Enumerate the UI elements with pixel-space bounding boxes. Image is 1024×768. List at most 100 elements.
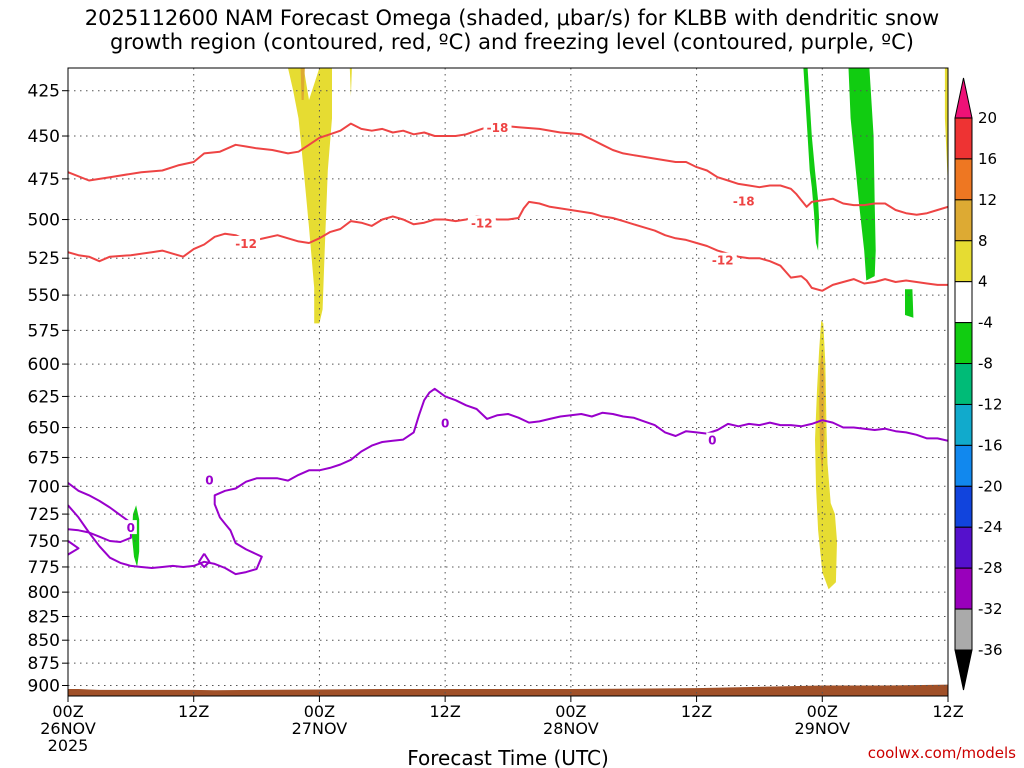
ytick-label-550: 550	[28, 286, 60, 306]
ytick-label-675: 675	[28, 448, 60, 468]
omega-region-downward-omega-streak-3	[905, 289, 914, 318]
contour-freezing-level-low-segment	[68, 540, 80, 556]
omega-shading	[131, 68, 948, 590]
ytick-label-750: 750	[28, 532, 60, 552]
colorbar-bin-11	[954, 526, 973, 569]
colorbar-bin-3	[954, 199, 973, 242]
contour-label-minus-18-isotherm-1: -18	[733, 194, 755, 208]
omega-region-upward-omega-small-spot	[349, 68, 352, 97]
contour-label-bg-freezing-level-main-1	[439, 415, 452, 430]
omega-region-upward-omega-day1-core	[300, 68, 305, 100]
contour-label-minus-12-isotherm-1: -12	[471, 217, 493, 231]
xtick-label-0-2: 26NOV	[40, 719, 96, 738]
ytick-label-425: 425	[28, 82, 60, 102]
ytick-label-800: 800	[28, 583, 60, 603]
omega-region-upward-omega-day3	[815, 320, 837, 590]
colorbar-bin-9	[954, 444, 973, 487]
contour-label-freezing-level-main-1: 0	[441, 417, 449, 431]
ytick-label-575: 575	[28, 321, 60, 341]
contour-label-freezing-level-main-2: 0	[708, 434, 716, 448]
omega-region-downward-omega-left	[131, 505, 140, 567]
colorbar-bin-2	[954, 158, 973, 201]
ytick-label-500: 500	[28, 211, 60, 231]
colorbar-bottom-triangle	[954, 649, 973, 691]
terrain-fill	[68, 684, 948, 696]
omega-region-downward-omega-streak-1	[803, 68, 820, 251]
xtick-label-60-1: 12Z	[681, 702, 712, 721]
contour-label-minus-12-isotherm-0: -12	[235, 237, 257, 251]
xtick-label-24-1: 00Z	[304, 702, 335, 721]
ytick-label-700: 700	[28, 477, 60, 497]
colorbar-top-triangle	[954, 77, 973, 119]
x-axis-label: Forecast Time (UTC)	[407, 746, 609, 768]
colorbar-label-11: -28	[978, 559, 1003, 577]
contour-label-bg-minus-12-isotherm-2	[708, 252, 737, 267]
contour-label-freezing-level-main-0: 0	[205, 473, 213, 487]
ytick-label-600: 600	[28, 355, 60, 375]
colorbar-bin-6	[954, 322, 973, 365]
contour-minus-12-isotherm	[68, 200, 948, 292]
plot-frame	[67, 67, 949, 697]
colorbar-label-7: -12	[978, 395, 1003, 413]
colorbar-label-2: 12	[978, 191, 997, 209]
contour-freezing-level-left-branch	[68, 482, 132, 543]
colorbar-label-13: -36	[978, 641, 1003, 659]
xtick-label-0-3: 2025	[48, 736, 89, 755]
axes: 425 450 475 500 525 550 575 600 625 650 675 700 725 7…	[28, 82, 964, 755]
ytick-label-475: 475	[28, 170, 60, 190]
xtick-label-72-2: 29NOV	[794, 719, 850, 738]
xtick-label-48-1: 00Z	[555, 702, 586, 721]
terrain-surface	[68, 684, 948, 696]
colorbar-bin-10	[954, 485, 973, 528]
contour-label-minus-18-isotherm-0: -18	[487, 121, 509, 135]
ytick-label-725: 725	[28, 505, 60, 525]
contour-freezing-level-main	[68, 387, 948, 576]
colorbar-label-4: 4	[978, 273, 988, 291]
colorbar-bin-4	[954, 240, 973, 283]
colorbar-label-3: 8	[978, 232, 988, 250]
xtick-label-12-1: 12Z	[178, 702, 209, 721]
contour-label-bg-minus-12-isotherm-1	[467, 215, 496, 230]
colorbar-bin-8	[954, 403, 973, 446]
xtick-label-0-1: 00Z	[52, 702, 83, 721]
colorbar-label-8: -16	[978, 436, 1003, 454]
contour-label-bg-freezing-level-main-2	[706, 432, 719, 447]
colorbar: 20 16 12 8 4 -4 -8 -12 -16 -20 -24 -28 -32 -36	[954, 77, 1003, 691]
ytick-label-650: 650	[28, 419, 60, 439]
colorbar-label-12: -32	[978, 600, 1003, 618]
ytick-label-850: 850	[28, 631, 60, 651]
contour-label-bg-minus-18-isotherm-1	[729, 193, 758, 208]
colorbar-bin-7	[954, 363, 973, 405]
colorbar-bin-1	[954, 117, 973, 160]
ytick-label-525: 525	[28, 249, 60, 269]
contour-label-freezing-level-low-segment-0: 0	[127, 521, 135, 535]
colorbar-label-1: 16	[978, 150, 997, 168]
contours: -18 -18 -12 -12 -12 0 0 0 0	[68, 120, 948, 576]
colorbar-label-10: -24	[978, 518, 1003, 536]
title-line-2: growth region (contoured, red, ºC) and f…	[110, 30, 914, 54]
title-line-1: 2025112600 NAM Forecast Omega (shaded, μ…	[84, 6, 940, 30]
colorbar-label-9: -20	[978, 477, 1003, 495]
colorbar-label-0: 20	[978, 109, 997, 127]
grid-lines	[67, 68, 949, 696]
omega-region-upward-omega-right-edge	[944, 68, 948, 188]
xtick-label-84-1: 12Z	[932, 702, 963, 721]
xtick-label-48-2: 28NOV	[543, 719, 599, 738]
xtick-label-36-1: 12Z	[429, 702, 460, 721]
colorbar-bin-12	[954, 567, 973, 610]
contour-label-bg-freezing-level-main-0	[203, 472, 216, 487]
xtick-label-24-2: 27NOV	[292, 719, 348, 738]
chart-title: 2025112600 NAM Forecast Omega (shaded, μ…	[0, 6, 1024, 54]
omega-region-upward-omega-day3-core	[819, 348, 825, 475]
contour-label-minus-12-isotherm-2: -12	[712, 254, 734, 268]
credit-text: coolwx.com/models	[867, 744, 1016, 762]
omega-region-downward-omega-streak-2	[848, 68, 876, 281]
colorbar-bin-5	[954, 281, 973, 324]
ytick-label-775: 775	[28, 558, 60, 578]
ytick-label-825: 825	[28, 608, 60, 628]
ytick-label-450: 450	[28, 127, 60, 147]
contour-label-bg-freezing-level-low-segment-0	[124, 520, 137, 535]
contour-minus-18-isotherm	[68, 122, 948, 216]
ytick-label-875: 875	[28, 654, 60, 674]
